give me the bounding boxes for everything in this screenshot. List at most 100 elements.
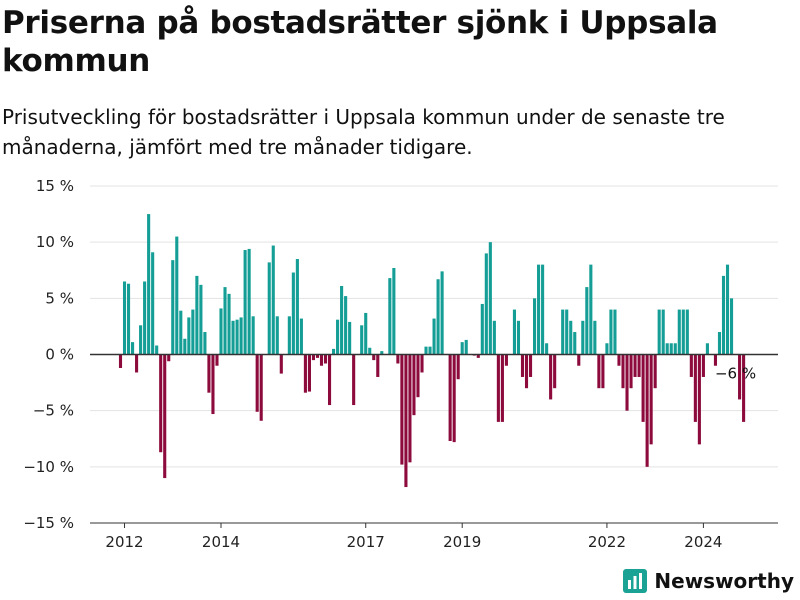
- bar: [721, 275, 726, 355]
- bar: [621, 354, 625, 389]
- bar: [327, 354, 332, 406]
- bar: [159, 354, 163, 453]
- bar: [380, 351, 384, 355]
- bar: [122, 281, 127, 355]
- bar: [420, 354, 424, 373]
- bar: [689, 354, 693, 377]
- bar: [303, 354, 307, 393]
- bar: [319, 354, 324, 366]
- bar: [126, 283, 131, 355]
- bar: [279, 354, 283, 374]
- bar: [287, 316, 291, 355]
- bar: [416, 354, 420, 398]
- bar: [307, 354, 311, 392]
- bar: [677, 309, 681, 355]
- bar: [561, 309, 565, 355]
- bar: [187, 317, 191, 355]
- bar: [163, 354, 167, 479]
- bar: [171, 260, 175, 355]
- bar: [565, 309, 569, 355]
- bar: [697, 354, 701, 445]
- bar: [464, 339, 468, 355]
- bars: [118, 214, 746, 488]
- bar: [400, 354, 404, 465]
- bar: [211, 354, 215, 415]
- bar: [738, 354, 742, 400]
- x-tick-label: 2024: [684, 533, 722, 550]
- bar: [661, 309, 665, 355]
- bar: [118, 354, 123, 368]
- bar: [488, 242, 492, 355]
- bar: [573, 332, 577, 355]
- bar: [311, 354, 316, 361]
- bar: [432, 318, 436, 355]
- bar: [340, 285, 344, 355]
- y-tick-label: −15 %: [23, 514, 74, 532]
- bar: [175, 236, 179, 355]
- bar: [275, 316, 279, 355]
- bar: [657, 309, 661, 355]
- bar: [537, 264, 541, 355]
- bar: [673, 343, 677, 355]
- x-tick-label: 2012: [105, 533, 143, 550]
- x-tick-label: 2017: [347, 533, 385, 550]
- bar: [725, 264, 730, 355]
- bar: [143, 281, 147, 355]
- bar: [545, 343, 549, 355]
- bar: [541, 264, 545, 355]
- bar: [259, 354, 263, 421]
- bar: [412, 354, 416, 416]
- bar: [271, 245, 275, 355]
- bar: [243, 250, 247, 355]
- y-gridlines: [90, 185, 778, 468]
- bar: [617, 354, 621, 366]
- chart-title: Priserna på bostadsrätter sjönk i Uppsal…: [2, 5, 718, 79]
- newsworthy-logo-icon: [623, 569, 648, 593]
- bar: [452, 354, 456, 443]
- bar: [597, 354, 601, 389]
- bar: [524, 354, 529, 389]
- bar: [533, 298, 537, 355]
- bar: [653, 354, 657, 389]
- bar: [460, 342, 464, 355]
- bar: [227, 293, 231, 355]
- bar: [633, 354, 637, 377]
- bar: [139, 325, 143, 355]
- bar: [392, 268, 396, 355]
- bar: [585, 287, 589, 355]
- y-tick-label: 10 %: [36, 233, 74, 251]
- y-tick-label: 15 %: [36, 177, 74, 195]
- bar: [625, 354, 629, 411]
- bar: [484, 253, 488, 355]
- bar: [436, 279, 440, 355]
- bar: [528, 354, 533, 377]
- y-tick-label: −10 %: [23, 458, 74, 476]
- bar: [408, 354, 412, 463]
- bar: [685, 309, 689, 355]
- bar: [183, 338, 187, 355]
- bar: [637, 354, 641, 377]
- bar: [348, 321, 352, 355]
- bar: [705, 343, 709, 355]
- bar: [693, 354, 697, 422]
- bar: [645, 354, 649, 467]
- bar: [456, 354, 460, 380]
- bar: [665, 343, 669, 355]
- bar: [613, 309, 617, 355]
- x-axis-labels: 2012 2014 2017 2019 2022 2024: [105, 523, 722, 550]
- bar: [372, 354, 376, 361]
- bar: [440, 271, 444, 355]
- bar: [742, 354, 746, 422]
- bar: [593, 320, 597, 355]
- bar: [581, 320, 585, 355]
- bar: [428, 346, 432, 355]
- bar: [247, 248, 251, 355]
- x-tick-label: 2022: [588, 533, 626, 550]
- bar: [267, 262, 271, 355]
- bar: [516, 320, 521, 355]
- bar: [520, 354, 525, 377]
- bar: [669, 343, 673, 355]
- bar: [404, 354, 408, 488]
- annotations: −6 %: [715, 365, 756, 383]
- bar: [512, 309, 517, 355]
